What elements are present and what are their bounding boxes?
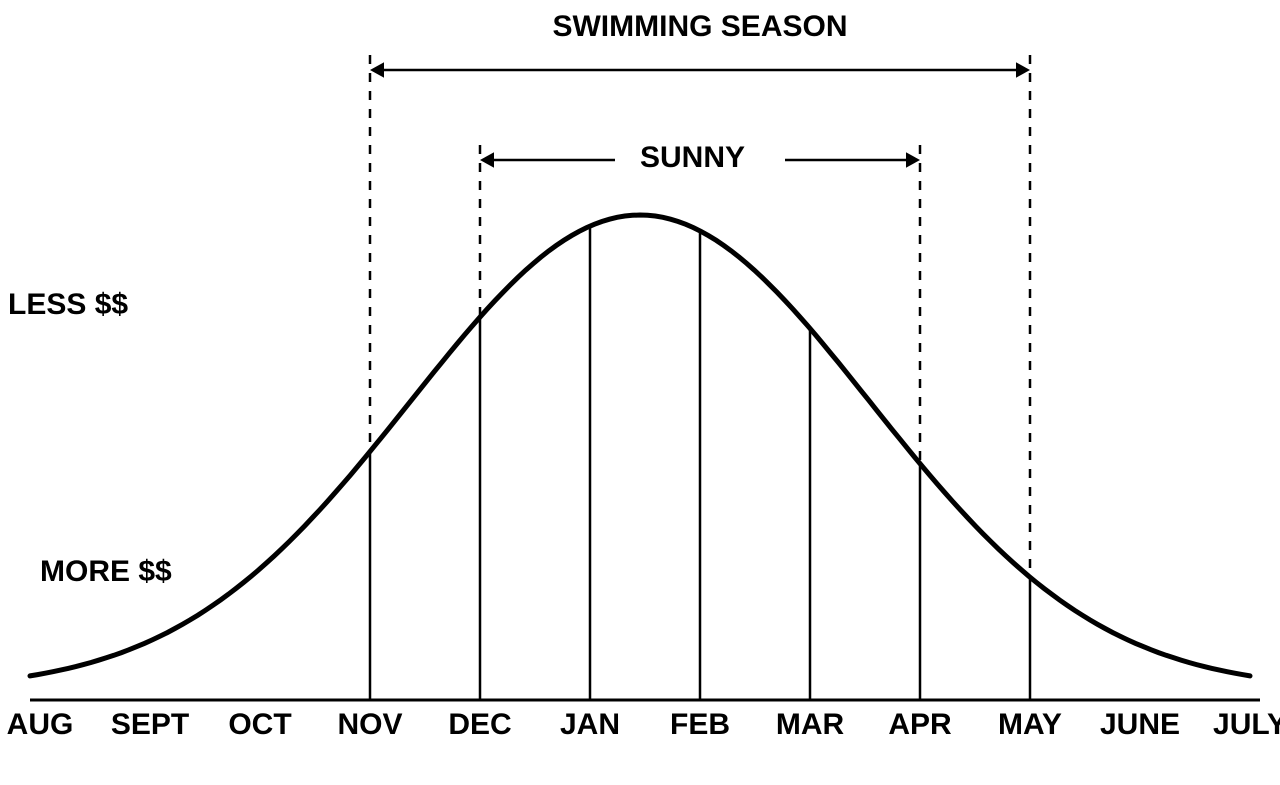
- month-label: MAR: [755, 708, 865, 742]
- sunny-label: SUNNY: [640, 141, 745, 175]
- month-label: NOV: [315, 708, 425, 742]
- month-label: SEPT: [95, 708, 205, 742]
- month-label: JUNE: [1085, 708, 1195, 742]
- month-label: JAN: [535, 708, 645, 742]
- month-label: APR: [865, 708, 975, 742]
- month-label: JULY: [1195, 708, 1280, 742]
- chart-container: SWIMMING SEASON SUNNY LESS $$ MORE $$ AU…: [0, 0, 1280, 785]
- month-label: DEC: [425, 708, 535, 742]
- month-label: FEB: [645, 708, 755, 742]
- month-label: AUG: [0, 708, 95, 742]
- month-label: OCT: [205, 708, 315, 742]
- y-label-less: LESS $$: [8, 288, 128, 322]
- chart-svg: [0, 0, 1280, 785]
- month-label: MAY: [975, 708, 1085, 742]
- swimming-season-title: SWIMMING SEASON: [530, 10, 870, 44]
- y-label-more: MORE $$: [40, 555, 172, 589]
